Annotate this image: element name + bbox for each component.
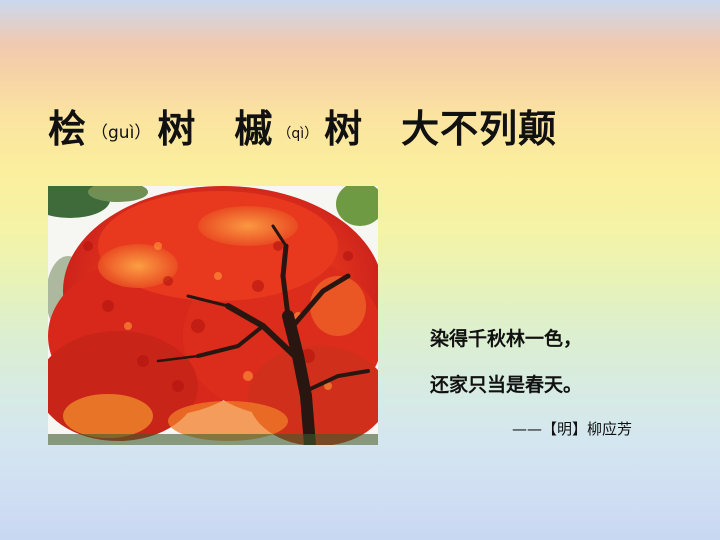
poem: 染得千秋林一色， 还家只当是春天。 <box>430 322 582 414</box>
maple-tree-illustration <box>48 186 378 445</box>
title-char-shu-1: 树 <box>157 107 197 151</box>
pinyin-gui: （guì） <box>91 123 152 143</box>
title-char-shu-2: 树 <box>324 107 364 151</box>
red-maple-tree-photo <box>48 186 378 445</box>
title-phrase: 大不列颠 <box>401 107 558 151</box>
title-char-gui: 桧 <box>48 107 88 151</box>
pinyin-qi: （qì） <box>277 126 319 142</box>
poem-attribution: ——【明】柳应芳 <box>512 420 633 438</box>
poem-line-2: 还家只当是春天。 <box>430 374 583 396</box>
title-char-qi: 槭 <box>234 107 274 151</box>
poem-line-1: 染得千秋林一色， <box>430 328 583 350</box>
slide-title: 桧 （guì） 树 槭 （qì） 树 大不列颠 <box>48 98 557 158</box>
